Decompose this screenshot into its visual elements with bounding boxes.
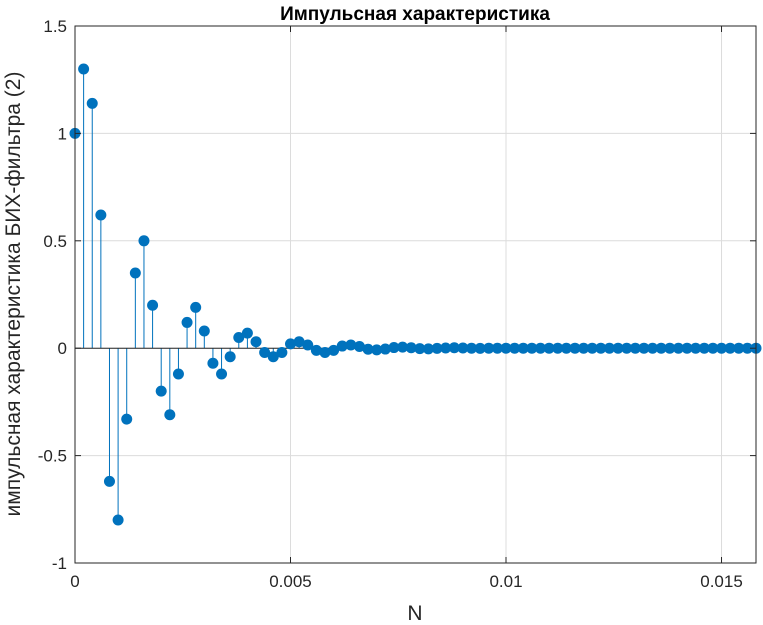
stem-marker xyxy=(302,339,314,351)
stem-marker xyxy=(681,342,693,354)
stem-marker xyxy=(733,342,745,354)
stem-marker xyxy=(440,342,452,354)
stem-marker xyxy=(405,342,417,354)
stem-marker xyxy=(612,342,624,354)
stem-marker xyxy=(336,340,348,352)
stem-marker xyxy=(388,342,400,354)
stem-marker xyxy=(741,342,753,354)
stem-marker xyxy=(112,514,124,526)
x-axis-label: N xyxy=(407,602,422,625)
stem-marker xyxy=(422,343,434,355)
stem-marker xyxy=(578,342,590,354)
stem-marker xyxy=(207,357,219,369)
stem-marker xyxy=(345,339,357,351)
stem-marker xyxy=(638,342,650,354)
y-tick-label: 1.5 xyxy=(43,17,67,36)
y-axis-label: импульсная характеристика БИХ-фильтра (2… xyxy=(2,72,25,517)
y-tick-label: 0.5 xyxy=(43,232,67,251)
stem-marker xyxy=(491,342,503,354)
stem-marker xyxy=(155,385,167,397)
stem-marker xyxy=(603,342,615,354)
stem-marker xyxy=(526,342,538,354)
stem-marker xyxy=(569,342,581,354)
stem-marker xyxy=(379,343,391,355)
stem-marker xyxy=(86,97,98,109)
chart-title: Импульсная характеристика xyxy=(280,4,550,25)
stem-marker xyxy=(172,368,184,380)
plot-area xyxy=(75,26,756,563)
stem-marker xyxy=(698,342,710,354)
stem-marker xyxy=(241,327,253,339)
stem-marker xyxy=(543,342,555,354)
stem-marker xyxy=(534,342,546,354)
stem-marker xyxy=(198,325,210,337)
stem-marker xyxy=(216,368,228,380)
stem-marker xyxy=(655,342,667,354)
y-tick-label: 1 xyxy=(58,124,67,143)
stem-marker xyxy=(129,267,141,279)
stem-marker xyxy=(293,336,305,348)
stem-marker xyxy=(233,331,245,343)
stem-marker xyxy=(595,342,607,354)
stem-marker xyxy=(457,342,469,354)
markers xyxy=(69,63,762,526)
stem-marker xyxy=(466,342,478,354)
stem-marker xyxy=(414,343,426,355)
stem-marker xyxy=(259,346,271,358)
stem-marker xyxy=(509,342,521,354)
stem-marker xyxy=(138,235,150,247)
stem-marker xyxy=(276,346,288,358)
stem-marker xyxy=(517,342,529,354)
stem-marker xyxy=(371,344,383,356)
stem-marker xyxy=(672,342,684,354)
ticks xyxy=(74,25,756,564)
stem-marker xyxy=(267,351,279,363)
stem-marker xyxy=(328,344,340,356)
stem-marker xyxy=(121,413,133,425)
stem-marker xyxy=(560,342,572,354)
stem-marker xyxy=(250,336,262,348)
stem-marker xyxy=(103,475,115,487)
stem-marker xyxy=(362,343,374,355)
y-tick-label: -0.5 xyxy=(38,447,67,466)
stem-marker xyxy=(647,342,659,354)
stem-marker xyxy=(310,344,322,356)
stem-marker xyxy=(431,342,443,354)
stem-marker xyxy=(500,342,512,354)
stem-marker xyxy=(285,338,297,350)
stem-marker xyxy=(78,63,90,75)
stem-marker xyxy=(448,342,460,354)
stem-marker xyxy=(716,342,728,354)
stem-marker xyxy=(621,342,633,354)
stem-marker xyxy=(586,342,598,354)
y-tick-label: 0 xyxy=(58,339,67,358)
stem-marker xyxy=(181,316,193,328)
x-tick-label: 0.015 xyxy=(700,572,743,591)
tick-labels: 0 0.005 0.01 0.015 -1 -0.5 0 0.5 1 1.5 xyxy=(38,17,743,591)
x-tick-label: 0 xyxy=(70,572,79,591)
plot-frame xyxy=(74,25,757,564)
stem-marker xyxy=(474,342,486,354)
y-tick-label: -1 xyxy=(52,554,67,573)
stem-marker xyxy=(483,342,495,354)
stem-marker xyxy=(353,340,365,352)
stem-marker xyxy=(147,299,159,311)
stem-marker xyxy=(164,409,176,421)
stem-marker xyxy=(224,351,236,363)
stem-marker xyxy=(629,342,641,354)
stem-marker xyxy=(690,342,702,354)
stem-marker xyxy=(190,301,202,313)
stem-marker xyxy=(552,342,564,354)
stem-marker xyxy=(664,342,676,354)
stem-marker xyxy=(319,346,331,358)
stem-marker xyxy=(707,342,719,354)
stem-marker xyxy=(397,341,409,353)
stem-marker xyxy=(95,209,107,221)
x-tick-label: 0.005 xyxy=(269,572,312,591)
stem-marker xyxy=(724,342,736,354)
x-tick-label: 0.01 xyxy=(489,572,522,591)
